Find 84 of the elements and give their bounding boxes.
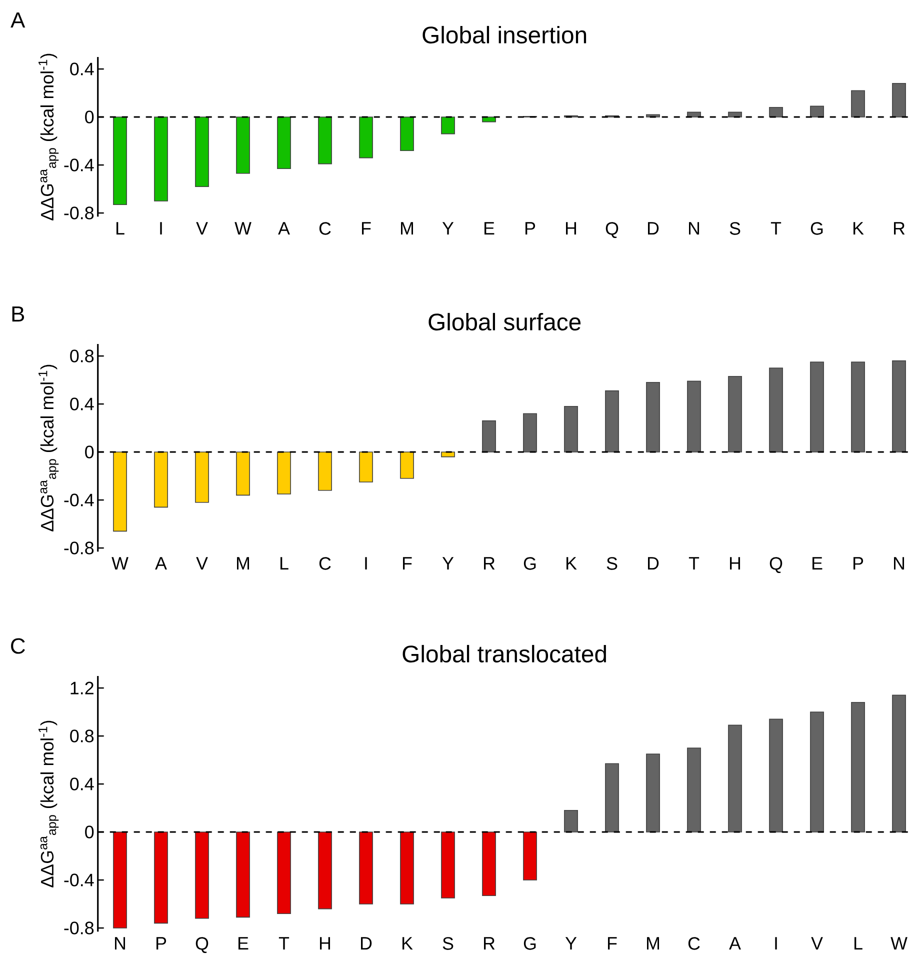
x-tick-label: G [524, 937, 536, 950]
x-tick-label: S [730, 222, 740, 235]
y-tick-label: 0 [85, 110, 94, 124]
y-axis-title: ΔΔG$^{aa}$$_{app}$ (kcal mol$^{-1}$) [38, 54, 59, 220]
y-tick-label: -0.8 [64, 542, 94, 554]
x-tick-label: E [484, 222, 494, 234]
y-tick-label: 0.4 [70, 62, 94, 76]
x-tick-label: Y [565, 937, 577, 950]
x-tick-label: T [278, 937, 290, 950]
x-tick-label: V [811, 937, 823, 950]
x-tick-label: Q [606, 222, 618, 238]
x-tick-label: C [319, 557, 331, 570]
x-tick-label: W [890, 937, 908, 950]
x-tick-label: G [524, 557, 536, 570]
x-tick-label: R [484, 937, 495, 950]
x-tick-label: A [155, 557, 167, 570]
y-axis-title: ΔΔG$^{aa}$$_{app}$ (kcal mol$^{-1}$) [38, 364, 59, 532]
x-tick-label: I [365, 557, 367, 570]
text: C [11, 638, 25, 654]
x-tick-label: Q [196, 937, 208, 954]
x-tick-label: R [484, 557, 495, 570]
chart-title: Global insertion [422, 26, 586, 44]
y-tick-label: -0.8 [64, 206, 94, 220]
x-tick-label: R [894, 222, 905, 234]
x-tick-label: P [854, 557, 864, 570]
chart-title: Global translocated [402, 644, 606, 663]
x-tick-label: T [770, 222, 782, 234]
x-tick-label: P [156, 937, 166, 950]
x-tick-label: D [648, 557, 659, 570]
x-tick-label: H [566, 222, 576, 234]
y-tick-label: 0 [85, 826, 94, 838]
x-tick-label: L [116, 222, 124, 234]
x-tick-label: H [730, 557, 740, 570]
y-tick-label: -0.8 [64, 922, 94, 934]
x-tick-label: W [112, 557, 128, 570]
x-tick-label: G [810, 222, 823, 235]
x-tick-label: M [237, 557, 249, 570]
x-tick-label: C [688, 937, 700, 950]
x-tick-label: L [854, 937, 862, 950]
x-tick-label: Y [442, 557, 454, 570]
chart-title: Global surface [428, 312, 581, 331]
x-tick-label: S [606, 557, 618, 570]
y-tick-label: 0 [85, 446, 94, 458]
y-tick-label: 0.8 [70, 350, 94, 362]
x-tick-label: F [608, 937, 617, 950]
x-tick-label: N [114, 937, 126, 950]
x-tick-label: K [566, 557, 577, 570]
x-tick-label: P [525, 222, 536, 234]
y-tick-label: 0.4 [70, 778, 94, 790]
x-tick-label: Y [442, 222, 454, 234]
x-tick-label: V [196, 222, 208, 234]
x-tick-label: L [280, 557, 288, 570]
x-tick-label: D [648, 222, 659, 234]
x-tick-label: E [812, 557, 822, 570]
x-tick-label: H [320, 937, 330, 950]
x-tick-label: C [319, 222, 331, 235]
x-tick-label: K [402, 937, 413, 950]
y-axis-title: ΔΔG$^{aa}$$_{app}$ (kcal mol$^{-1}$) [38, 720, 59, 888]
y-tick-label: -0.4 [64, 158, 94, 172]
text: B [12, 306, 24, 322]
x-tick-label: F [402, 557, 412, 570]
y-tick-label: 0.4 [70, 398, 94, 410]
x-tick-label: V [196, 557, 208, 570]
x-tick-label: M [401, 222, 414, 234]
x-tick-label: N [894, 557, 904, 570]
x-tick-label: W [234, 222, 252, 234]
x-tick-label: N [689, 222, 700, 234]
x-tick-label: Q [770, 557, 782, 574]
text: A [10, 12, 26, 28]
x-tick-label: E [238, 937, 248, 950]
y-tick-label: -0.4 [64, 494, 94, 506]
x-tick-label: M [647, 937, 660, 950]
x-tick-label: S [442, 937, 454, 950]
x-tick-label: D [360, 937, 372, 950]
x-tick-label: T [688, 557, 700, 570]
x-tick-label: A [729, 937, 741, 950]
x-tick-label: F [362, 222, 371, 234]
x-tick-label: I [775, 937, 777, 950]
x-tick-label: I [160, 222, 162, 234]
x-tick-label: K [854, 222, 864, 234]
x-tick-label: A [278, 222, 290, 234]
y-tick-label: 1.2 [70, 682, 94, 694]
y-tick-label: 0.8 [70, 730, 94, 742]
y-tick-label: -0.4 [64, 874, 94, 886]
